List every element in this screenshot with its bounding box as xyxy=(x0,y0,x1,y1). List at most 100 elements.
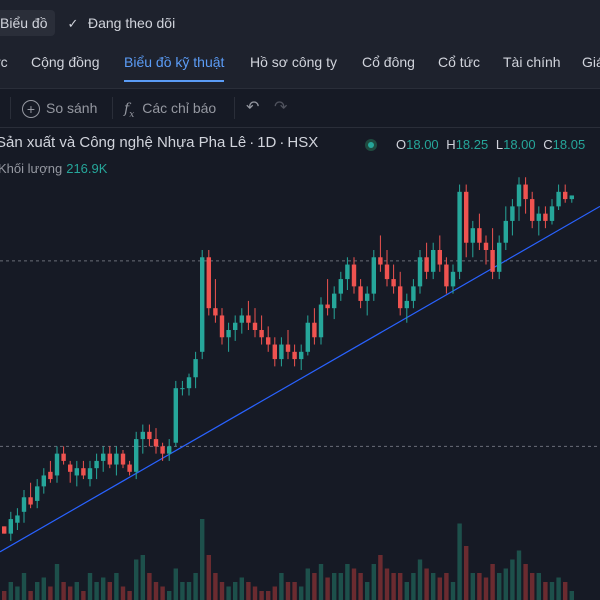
volume-bar xyxy=(219,582,225,600)
exchange-label: HSX xyxy=(287,134,319,151)
open-value: 18.00 xyxy=(406,137,439,152)
volume-bar xyxy=(378,555,383,600)
top-bar: Biểu đồ ✓ Đang theo dõi xyxy=(0,0,600,46)
volume-bar xyxy=(81,591,86,600)
candle-body xyxy=(87,468,93,480)
volume-bar xyxy=(114,573,119,600)
close-label: C xyxy=(543,137,553,152)
candle-body xyxy=(365,293,370,301)
volume-bar xyxy=(8,582,13,600)
volume-bar xyxy=(549,582,555,600)
symbol-legend: Sản xuất và Công nghệ Nhựa Pha Lê · 1D · HSX xyxy=(0,134,318,151)
candle-body xyxy=(477,228,482,243)
volume-bar xyxy=(173,568,178,600)
chart-toolbar: + So sánh fx Các chỉ báo ↶ ↷ xyxy=(0,89,600,128)
candle-body xyxy=(391,279,396,287)
candle-body xyxy=(68,464,73,472)
volume-bar xyxy=(200,519,205,600)
volume-bar xyxy=(127,591,132,600)
candle-body xyxy=(213,308,218,316)
tab-dividends[interactable]: Cổ tức xyxy=(438,54,481,70)
volume-bar xyxy=(516,550,522,600)
volume-bar xyxy=(279,573,284,600)
check-icon: ✓ xyxy=(67,16,79,31)
candle-body xyxy=(2,526,7,534)
candle-body xyxy=(186,377,192,389)
volume-bar xyxy=(299,586,304,600)
volume-bar xyxy=(21,573,27,600)
volume-label: Khối lượng xyxy=(0,161,63,176)
function-icon: fx xyxy=(124,101,135,120)
candle-body xyxy=(556,191,561,207)
toolbar-divider xyxy=(112,97,113,119)
toolbar-divider xyxy=(10,97,11,119)
candle-body xyxy=(200,257,205,352)
tab-partial-left[interactable]: rc xyxy=(0,54,8,70)
volume-bar xyxy=(94,582,99,600)
candle-body xyxy=(134,439,139,472)
follow-button[interactable]: ✓ Đang theo dõi xyxy=(66,10,176,36)
volume-bar xyxy=(186,582,192,600)
candle-body xyxy=(417,257,423,287)
follow-label: Đang theo dõi xyxy=(88,15,176,31)
candle-body xyxy=(239,315,244,323)
candle-body xyxy=(180,388,185,390)
candle-body xyxy=(523,184,528,200)
legend-separator: · xyxy=(249,134,255,151)
compare-button[interactable]: + So sánh xyxy=(22,89,97,127)
volume-bar xyxy=(318,564,324,600)
tab-technical-chart[interactable]: Biểu đồ kỹ thuật xyxy=(124,46,225,88)
volume-bar xyxy=(556,577,561,600)
volume-bar xyxy=(28,591,33,600)
volume-bar xyxy=(351,568,357,600)
candle-body xyxy=(318,304,324,338)
candle-body xyxy=(549,206,555,221)
candle-body xyxy=(15,515,20,523)
candle-body xyxy=(431,250,436,272)
candle-body xyxy=(233,322,238,330)
symbol-name: Sản xuất và Công nghệ Nhựa Pha Lê xyxy=(0,134,247,151)
high-value: 18.25 xyxy=(455,137,489,152)
candle-body xyxy=(464,191,469,243)
candle-body xyxy=(246,315,251,323)
volume-bar xyxy=(510,559,515,600)
open-label: O xyxy=(396,137,407,152)
tab-company-profile[interactable]: Hồ sơ công ty xyxy=(250,54,337,70)
redo-icon[interactable]: ↷ xyxy=(274,99,288,116)
candle-body xyxy=(338,279,343,294)
candle-body xyxy=(74,468,79,476)
tab-shareholders[interactable]: Cổ đông xyxy=(362,54,415,70)
interval-label[interactable]: 1D xyxy=(257,134,277,151)
volume-bar xyxy=(457,523,462,600)
volume-bar xyxy=(424,568,429,600)
volume-bar xyxy=(569,591,574,600)
candle-body xyxy=(101,453,106,461)
indicators-button[interactable]: fx Các chỉ báo xyxy=(124,89,216,127)
tab-financials[interactable]: Tài chính xyxy=(503,54,561,70)
volume-bar xyxy=(239,577,244,600)
candle-body xyxy=(61,453,66,461)
tab-community[interactable]: Cộng đồng xyxy=(31,54,100,70)
tab-price[interactable]: Giá xyxy=(582,54,600,70)
candle-body xyxy=(219,315,225,338)
volume-bar xyxy=(523,564,528,600)
candle-body xyxy=(490,250,495,272)
volume-value: 216.9K xyxy=(66,161,108,176)
candle-body xyxy=(398,286,403,309)
chart-button[interactable]: Biểu đồ xyxy=(0,10,56,36)
candle-body xyxy=(332,293,337,309)
candle-body xyxy=(252,322,258,330)
volume-bar xyxy=(246,582,251,600)
candle-body xyxy=(457,191,462,272)
volume-bar xyxy=(464,546,469,600)
undo-icon[interactable]: ↶ xyxy=(246,99,260,116)
low-value: 18.00 xyxy=(503,137,536,152)
volume-bar xyxy=(167,591,172,600)
candle-body xyxy=(266,337,271,345)
volume-bar xyxy=(305,568,310,600)
candle-body xyxy=(483,242,489,250)
market-status-icon xyxy=(365,139,377,151)
volume-bar xyxy=(384,568,390,600)
candle-body xyxy=(411,286,416,301)
